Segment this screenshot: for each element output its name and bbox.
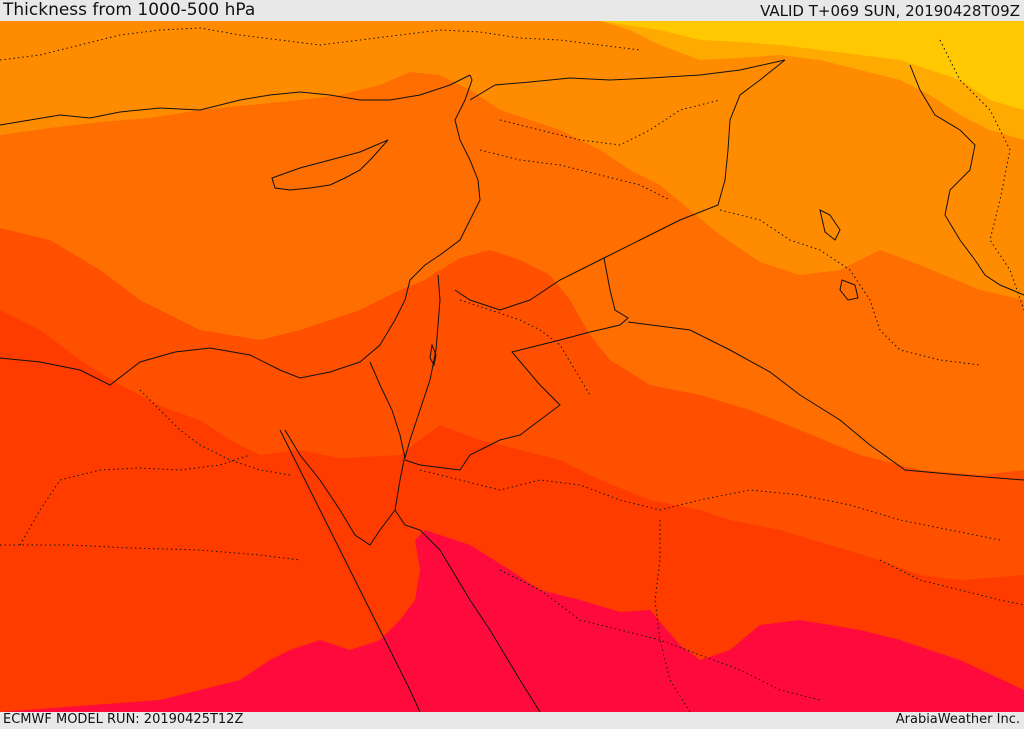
jordan-provinces	[459, 299, 591, 396]
turkey-provinces-1	[0, 27, 641, 61]
thickness-map	[0, 21, 1024, 712]
band-2-area	[0, 21, 1024, 140]
cyprus-island	[271, 139, 389, 191]
band-1-area	[600, 21, 1024, 110]
egypt-israel-border	[369, 361, 406, 459]
turkey-syria-border	[469, 59, 786, 101]
red-sea-west-coast	[279, 429, 421, 712]
gulf-of-suez	[284, 429, 396, 546]
country-borders	[369, 59, 1024, 481]
israel-jordan-border	[404, 274, 441, 459]
mediterranean-coast	[0, 74, 481, 386]
iran-iraq-border	[909, 64, 1024, 296]
iraq-saudi-border	[627, 321, 1024, 481]
turkey-provinces-2	[499, 99, 721, 146]
lake-urmia	[839, 279, 859, 301]
turkey-south-coast	[0, 74, 471, 126]
dead-sea	[429, 343, 437, 367]
map-title: Thickness from 1000-500 hPa	[3, 0, 256, 20]
saudi-east	[879, 559, 1024, 606]
egypt-provinces	[139, 389, 291, 476]
saudi-region-3	[654, 520, 691, 712]
red-sea-east-coast	[394, 454, 541, 712]
model-run-label: ECMWF MODEL RUN: 20190425T12Z	[3, 712, 244, 727]
band-3-area	[0, 21, 1024, 300]
lake-van	[819, 209, 841, 241]
syria-iraq-border	[454, 59, 786, 311]
jordan-border	[404, 257, 629, 471]
province-lines	[0, 27, 1024, 712]
credit-label: ArabiaWeather Inc.	[895, 712, 1020, 727]
valid-time: VALID T+069 SUN, 20190428T09Z	[760, 2, 1020, 20]
egypt-sudan-line	[19, 454, 251, 546]
iraq-provinces	[719, 209, 981, 366]
coastlines	[0, 74, 859, 712]
